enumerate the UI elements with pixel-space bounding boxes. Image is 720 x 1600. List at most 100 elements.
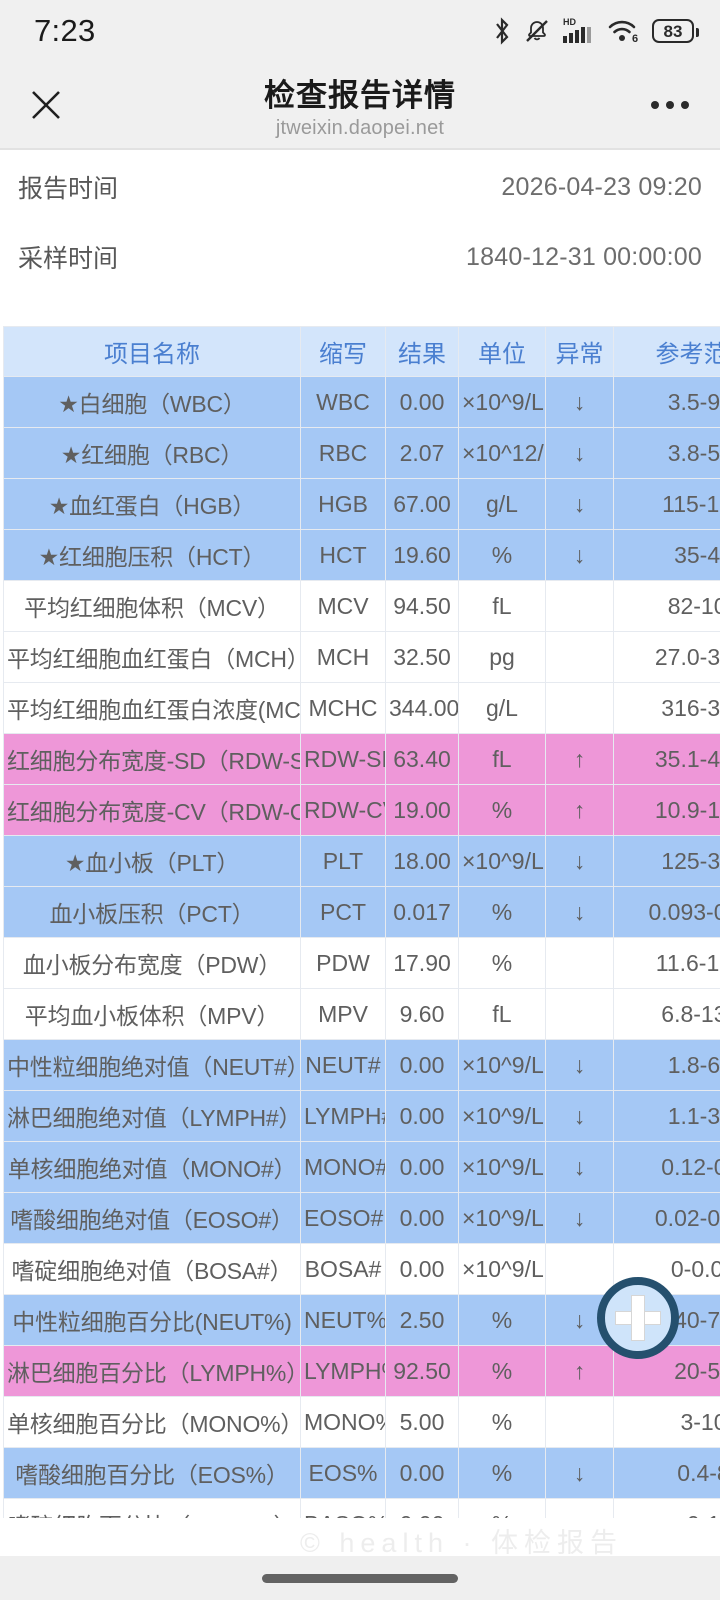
cell-unit: % [458, 784, 546, 836]
report-meta: 报告时间 2026-04-23 09:20 采样时间 1840-12-31 00… [0, 156, 720, 288]
cell-unit: fL [458, 580, 546, 632]
page-title: 检查报告详情 [264, 78, 456, 113]
table-row[interactable]: 单核细胞百分比（MONO%）MONO%5.00% 3-10 [3, 1396, 720, 1448]
table-row[interactable]: 单核细胞绝对值（MONO#）MONO#0.00×10^9/L↓0.12-0.8 [3, 1141, 720, 1193]
table-row[interactable]: 嗜碇细胞百分比（BASO%）BASO%0.00% 0-1 [3, 1498, 720, 1518]
cell-abnormal-flag: ↓ [545, 529, 614, 581]
cell-item-name: ★血小板（PLT） [3, 835, 301, 887]
table-row[interactable]: 淋巴细胞绝对值（LYMPH#）LYMPH#0.00×10^9/L↓1.1-3.2 [3, 1090, 720, 1142]
cell-abbr: MCV [300, 580, 386, 632]
cell-abnormal-flag [545, 988, 614, 1040]
svg-text:HD: HD [563, 17, 576, 27]
cell-item-name: 中性粒细胞绝对值（NEUT#） [3, 1039, 301, 1091]
cell-abbr: WBC [300, 376, 386, 428]
cell-reference-range: 0-1 [613, 1498, 720, 1518]
cell-item-name: 红细胞分布宽度-CV（RDW-CV） [3, 784, 301, 836]
cell-unit: ×10^9/L [458, 1192, 546, 1244]
cell-item-name: 单核细胞百分比（MONO%） [3, 1396, 301, 1448]
svg-text:6: 6 [632, 33, 638, 45]
close-icon[interactable] [22, 81, 70, 129]
cell-reference-range: 125-350 [613, 835, 720, 887]
report-table: 项目名称 缩写 结果 单位 异常 参考范围 ★白细胞（WBC）WBC0.00×1… [3, 326, 720, 1518]
table-row[interactable]: 嗜酸细胞百分比（EOS%）EOS%0.00%↓0.4-8 [3, 1447, 720, 1499]
status-icon-group: HD 6 83 [492, 16, 699, 46]
cell-abnormal-flag: ↑ [545, 1345, 614, 1397]
cell-unit: ×10^9/L [458, 1090, 546, 1142]
cell-unit: % [458, 1447, 546, 1499]
page-domain: jtweixin.daopei.net [275, 117, 445, 139]
cell-abnormal-flag: ↓ [545, 1090, 614, 1142]
report-table-head: 项目名称 缩写 结果 单位 异常 参考范围 [3, 326, 720, 377]
cell-result: 2.07 [385, 427, 459, 479]
battery-icon: 83 [652, 19, 699, 43]
hd-signal-icon: HD [562, 16, 596, 46]
cell-unit: % [458, 937, 546, 989]
cell-item-name: ★红细胞压积（HCT） [3, 529, 301, 581]
cell-abbr: NEUT% [300, 1294, 386, 1346]
cell-item-name: 平均红细胞血红蛋白（MCH） [3, 631, 301, 683]
cell-item-name: 血小板压积（PCT） [3, 886, 301, 938]
more-options-icon[interactable] [642, 83, 698, 127]
cell-abbr: MONO# [300, 1141, 386, 1193]
cell-result: 0.00 [385, 1039, 459, 1091]
col-header-ref: 参考范围 [613, 326, 720, 377]
table-row[interactable]: 红细胞分布宽度-SD（RDW-SD）RDW-SD63.40fL↑35.1-47.… [3, 733, 720, 785]
cell-unit: ×10^9/L [458, 835, 546, 887]
add-button[interactable] [597, 1277, 679, 1359]
cell-abnormal-flag: ↑ [545, 733, 614, 785]
nav-center-block: 检查报告详情 jtweixin.daopei.net [0, 70, 720, 140]
cell-abnormal-flag: ↓ [545, 1141, 614, 1193]
cell-abnormal-flag: ↑ [545, 784, 614, 836]
home-indicator[interactable] [262, 1573, 458, 1583]
plus-icon-vertical [631, 1295, 645, 1341]
cell-item-name: 平均红细胞血红蛋白浓度(MCHC) [3, 682, 301, 734]
cell-result: 5.00 [385, 1396, 459, 1448]
cell-abbr: LYMPH% [300, 1345, 386, 1397]
cell-abnormal-flag: ↓ [545, 886, 614, 938]
sample-time-row: 采样时间 1840-12-31 00:00:00 [18, 226, 702, 288]
cell-unit: ×10^9/L [458, 1243, 546, 1295]
status-clock: 7:23 [34, 13, 96, 48]
cell-result: 63.40 [385, 733, 459, 785]
cell-item-name: 中性粒细胞百分比(NEUT%) [3, 1294, 301, 1346]
nav-bar: 检查报告详情 jtweixin.daopei.net [0, 62, 720, 148]
cell-item-name: 淋巴细胞绝对值（LYMPH#） [3, 1090, 301, 1142]
cell-unit: % [458, 1396, 546, 1448]
cell-abnormal-flag [545, 1396, 614, 1448]
table-row[interactable]: 红细胞分布宽度-CV（RDW-CV）RDW-CV19.00%↑10.9-15.4 [3, 784, 720, 836]
cell-reference-range: 1.8-6.3 [613, 1039, 720, 1091]
table-row[interactable]: 嗜酸细胞绝对值（EOSO#）EOSO#0.00×10^9/L↓0.02-0.52 [3, 1192, 720, 1244]
sample-time-value: 1840-12-31 00:00:00 [466, 242, 702, 271]
cell-item-name: 淋巴细胞百分比（LYMPH%） [3, 1345, 301, 1397]
table-row[interactable]: 中性粒细胞绝对值（NEUT#）NEUT#0.00×10^9/L↓1.8-6.3 [3, 1039, 720, 1091]
cell-unit: % [458, 1345, 546, 1397]
report-table-scroll[interactable]: 项目名称 缩写 结果 单位 异常 参考范围 ★白细胞（WBC）WBC0.00×1… [0, 326, 720, 1518]
cell-result: 0.00 [385, 1447, 459, 1499]
cell-abbr: MPV [300, 988, 386, 1040]
nav-divider [0, 148, 720, 150]
report-time-value: 2026-04-23 09:20 [501, 172, 702, 201]
status-bar: 7:23 HD [0, 0, 720, 62]
home-indicator-area [0, 1556, 720, 1600]
cell-result: 67.00 [385, 478, 459, 530]
cell-abnormal-flag: ↓ [545, 427, 614, 479]
cell-item-name: 血小板分布宽度（PDW） [3, 937, 301, 989]
cell-reference-range: 35-45 [613, 529, 720, 581]
sample-time-label: 采样时间 [18, 245, 119, 273]
watermark-text: © health · 体检报告 [300, 1528, 623, 1558]
cell-item-name: 平均红细胞体积（MCV） [3, 580, 301, 632]
cell-item-name: 嗜酸细胞绝对值（EOSO#） [3, 1192, 301, 1244]
table-row[interactable]: 淋巴细胞百分比（LYMPH%）LYMPH%92.50%↑20-50 [3, 1345, 720, 1397]
